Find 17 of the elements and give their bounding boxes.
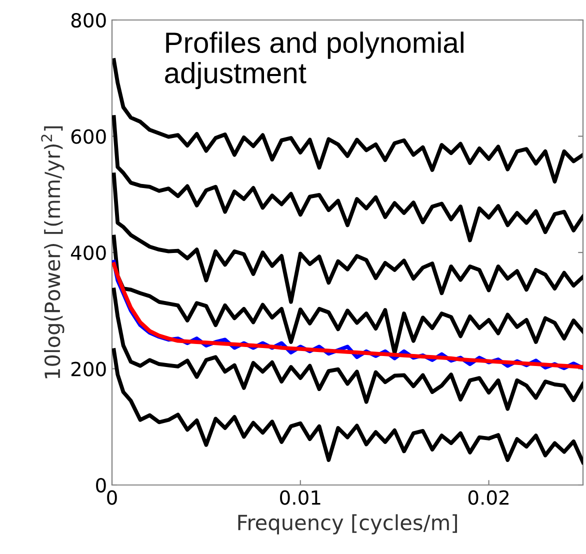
x-tick-label: 0.02 [468,490,508,505]
x-tick-label: 0.01 [280,490,320,505]
y-tick-label: 800 [71,12,106,28]
y-tick-label: 400 [70,245,106,260]
y-tick-label: 0 [96,478,106,493]
line-series [112,58,583,184]
line-series [112,115,583,242]
y-axis-title: 10log(Power) [(mm/yr)$^{2}$] [41,126,64,378]
y-tick-label: 600 [71,129,106,144]
y-tick-label: 200 [71,362,106,376]
x-tick-label: 0 [107,490,117,505]
line-series [112,234,583,355]
line-series [112,288,583,411]
text: Profiles and polynomial adjustment [165,32,464,90]
x-axis-title: Frequency [cycles/m] [238,514,457,534]
line-series [112,348,583,464]
line-series [112,172,583,304]
